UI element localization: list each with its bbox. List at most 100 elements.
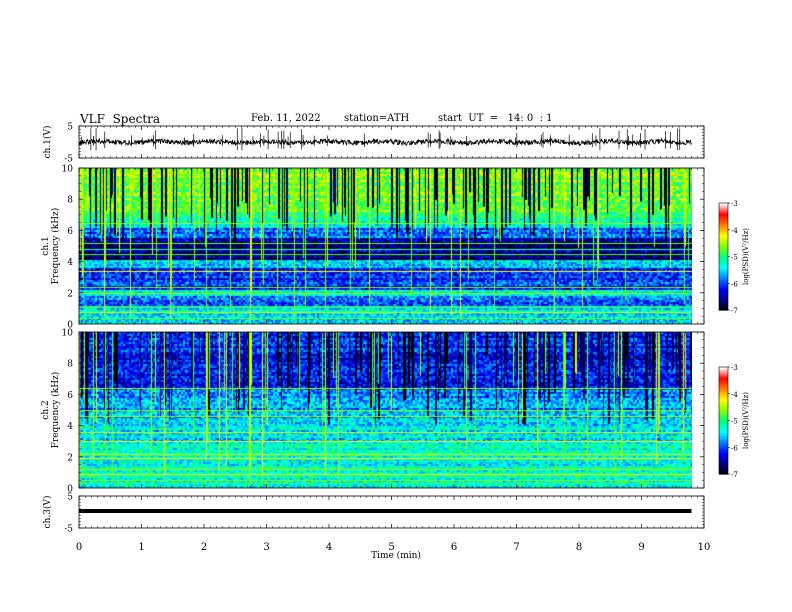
colorbar-tick-label: -5: [731, 254, 738, 262]
x-tick-label: 7: [513, 542, 519, 553]
colorbar-swatch: [719, 386, 728, 389]
ch3-y-tick-label: 5: [67, 493, 73, 503]
colorbar-swatch: [719, 415, 728, 418]
colorbar-swatch: [719, 251, 728, 254]
colorbar-swatch: [719, 436, 728, 439]
colorbar-swatch: [719, 227, 728, 231]
ch2-spec-y-tick-label: 2: [67, 453, 73, 463]
colorbar-swatch: [719, 427, 728, 431]
colorbar-swatch: [719, 208, 728, 211]
ch1-colorbar: -3 -4 -5 -6 -7 log(PSD)(V²/Hz): [718, 200, 750, 315]
colorbar-swatch: [719, 211, 728, 215]
colorbar-swatch: [719, 404, 728, 407]
colorbar-swatch: [719, 470, 728, 473]
x-tick-label: 2: [201, 542, 207, 553]
ch1-spec-y-tick-label: 2: [67, 289, 73, 299]
colorbar-swatch: [719, 297, 728, 300]
colorbar-swatch: [719, 370, 728, 373]
colorbar-swatch: [719, 210, 728, 213]
ch1-spectrogram-image: [79, 168, 692, 324]
colorbar-swatch: [719, 409, 728, 413]
colorbar-swatch: [719, 450, 728, 454]
colorbar-tick-label: -6: [731, 280, 738, 288]
x-tick-label: 5: [388, 542, 394, 553]
colorbar-swatch: [719, 295, 728, 299]
colorbar-swatch: [719, 252, 728, 256]
colorbar-swatch: [719, 416, 728, 420]
colorbar-swatch: [719, 258, 728, 261]
colorbar-swatch: [719, 438, 728, 441]
colorbar-swatch: [719, 456, 728, 459]
colorbar-tick-label: -3: [731, 200, 738, 208]
ch3-waveform-trace: [79, 509, 692, 513]
colorbar-swatch: [719, 285, 728, 288]
colorbar-swatch: [719, 244, 728, 247]
colorbar-swatch: [719, 468, 728, 472]
colorbar-swatch: [719, 238, 728, 242]
colorbar-swatch: [719, 472, 728, 475]
colorbar-swatch: [719, 292, 728, 295]
colorbar-swatch: [719, 418, 728, 422]
colorbar-swatch: [719, 229, 728, 233]
colorbar-swatch: [719, 261, 728, 265]
colorbar-swatch: [719, 440, 728, 443]
start-time-label: start UT = 14: 0 : 1: [438, 113, 553, 124]
colorbar-swatch: [719, 236, 728, 240]
colorbar-tick-label: -4: [731, 391, 738, 399]
x-tick-label: 0: [76, 542, 82, 553]
colorbar-swatch: [719, 422, 728, 425]
colorbar-swatch: [719, 424, 728, 427]
colorbar-swatch: [719, 454, 728, 457]
x-tick-label: 1: [138, 542, 144, 553]
colorbar-swatch: [719, 397, 728, 400]
ch1-waveform-ylabel: ch.1(V): [42, 126, 53, 159]
colorbar-swatch: [719, 242, 728, 245]
colorbar-swatch: [719, 384, 728, 388]
colorbar-swatch: [719, 413, 728, 416]
ch1-spec-y-tick-label: 0: [67, 321, 73, 331]
colorbar-swatch: [719, 281, 728, 284]
colorbar-swatch: [719, 445, 728, 448]
colorbar-swatch: [719, 465, 728, 468]
ch1-waveform-panel: 5 -5 ch.1(V): [42, 123, 705, 165]
colorbar-swatch: [719, 276, 728, 279]
colorbar-swatch: [719, 400, 728, 404]
colorbar-swatch: [719, 231, 728, 234]
colorbar-swatch: [719, 449, 728, 452]
colorbar-swatch: [719, 240, 728, 243]
colorbar-swatch: [719, 308, 728, 311]
colorbar-swatch: [719, 217, 728, 220]
ch3-waveform-panel: 5 -5 ch.3(V): [42, 493, 705, 535]
ch2-spec-y-tick-label: 10: [62, 329, 74, 339]
colorbar-swatch: [719, 233, 728, 236]
ch2-colorbar: -3 -4 -5 -6 -7 log(PSD)(V²/Hz): [718, 364, 750, 479]
colorbar-swatch: [719, 304, 728, 308]
colorbar-swatch: [719, 432, 728, 436]
colorbar-swatch: [719, 215, 728, 218]
ch3-y-tick-label: -5: [64, 525, 73, 535]
colorbar-swatch: [719, 302, 728, 306]
x-tick-label: 10: [698, 542, 711, 553]
colorbar-swatch: [719, 277, 728, 281]
colorbar-label: log(PSD)(V²/Hz): [742, 392, 750, 449]
x-tick-label: 8: [576, 542, 582, 553]
colorbar-swatch: [719, 226, 728, 229]
colorbar-swatch: [719, 265, 728, 268]
x-tick-label: 3: [263, 542, 269, 553]
x-axis-label: Time (min): [371, 550, 421, 561]
colorbar-swatch: [719, 249, 728, 252]
x-tick-label: 9: [638, 542, 644, 553]
time-axis: 0 1 2 3 4 5 6 7 8 9 10 Time (min): [76, 542, 711, 561]
colorbar-swatch: [719, 267, 728, 270]
x-tick-label: 4: [326, 542, 332, 553]
colorbar-swatch: [719, 402, 728, 406]
colorbar-swatch: [719, 290, 728, 293]
colorbar-swatch: [719, 429, 728, 432]
colorbar-swatch: [719, 263, 728, 267]
colorbar-swatch: [719, 247, 728, 250]
colorbar-swatch: [719, 293, 728, 297]
colorbar-swatch: [719, 381, 728, 384]
ch1-frequency-ylabel: Frequency (kHz): [50, 208, 61, 285]
colorbar-swatch: [719, 395, 728, 398]
